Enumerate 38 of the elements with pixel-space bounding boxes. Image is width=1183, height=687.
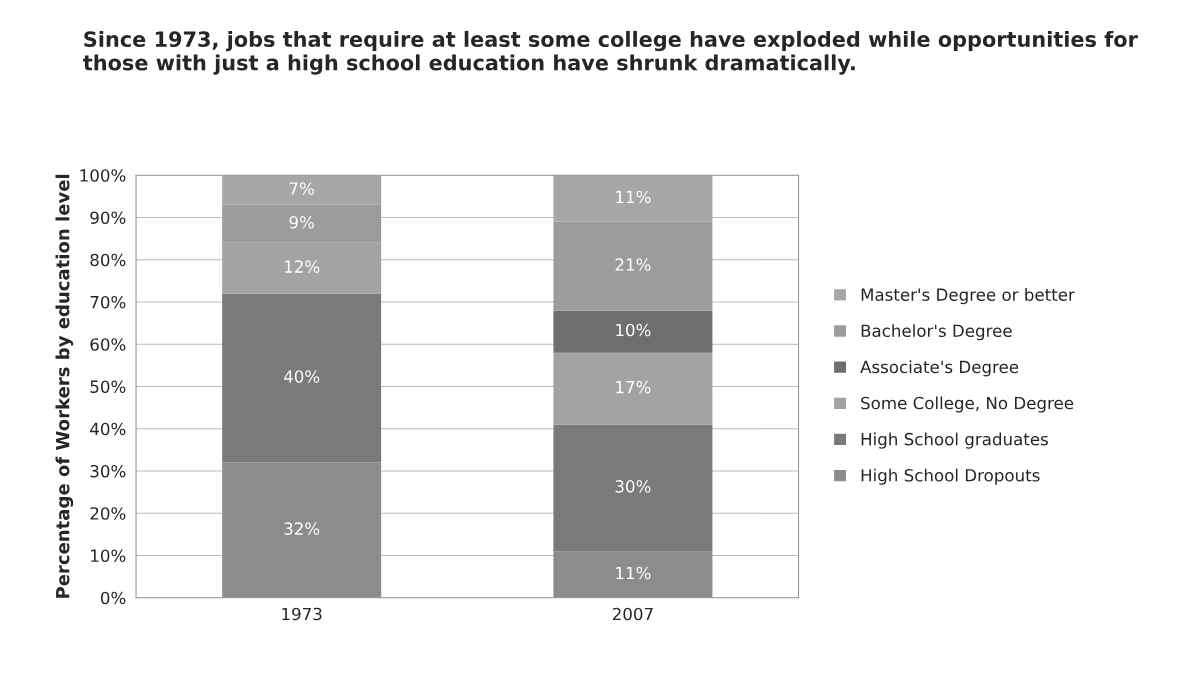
- y-tick-label: 80%: [90, 253, 126, 267]
- legend-label: Associate's Degree: [860, 360, 1019, 377]
- data-label: 7%: [289, 182, 314, 195]
- y-tick-label: 0%: [100, 591, 126, 605]
- data-label: 17%: [616, 380, 651, 394]
- y-tick-label: 10%: [91, 549, 126, 563]
- bar: [222, 462, 382, 598]
- y-tick-label: 30%: [90, 464, 126, 478]
- bar: [553, 352, 713, 425]
- y-tick-label: 60%: [90, 338, 126, 351]
- y-axis-title: Percentage of Workers by education level: [55, 174, 74, 598]
- legend-label: Master's Degree or better: [861, 288, 1075, 305]
- data-label: 32%: [284, 522, 320, 535]
- bar: [553, 551, 713, 598]
- legend-label: High School Dropouts: [861, 468, 1040, 485]
- legend-label: High School graduates: [861, 432, 1048, 449]
- bar: [222, 293, 382, 463]
- chart-title: Since 1973, jobs that require at least some college have exploded while opportunities for those with just a high school education have shrunk dramatically.: [83, 30, 1138, 75]
- data-label: 10%: [616, 323, 651, 337]
- data-label: 40%: [283, 370, 320, 383]
- x-tick-label: 1973: [282, 607, 322, 621]
- data-label: 21%: [615, 258, 651, 271]
- bar: [553, 424, 713, 552]
- y-tick-label: 100%: [80, 169, 126, 182]
- data-label: 9%: [289, 216, 314, 229]
- y-tick-label: 70%: [90, 295, 126, 309]
- y-tick-label: 50%: [90, 380, 126, 394]
- legend-label: Some College, No Degree: [861, 396, 1074, 413]
- y-tick-label: 40%: [90, 422, 126, 436]
- y-tick-label: 90%: [90, 211, 126, 224]
- data-label: 11%: [616, 566, 651, 580]
- data-label: 12%: [284, 260, 320, 273]
- data-label: 30%: [615, 480, 651, 493]
- bar: [553, 310, 713, 353]
- y-tick-label: 20%: [90, 507, 126, 520]
- data-label: 11%: [616, 190, 651, 204]
- x-tick-label: 2007: [612, 607, 653, 621]
- legend-label: Bachelor's Degree: [861, 324, 1012, 341]
